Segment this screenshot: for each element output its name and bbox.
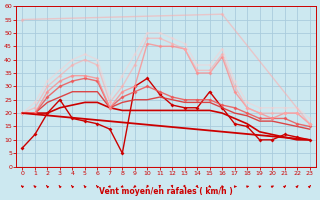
X-axis label: Vent moyen/en rafales ( km/h ): Vent moyen/en rafales ( km/h ) (99, 187, 233, 196)
